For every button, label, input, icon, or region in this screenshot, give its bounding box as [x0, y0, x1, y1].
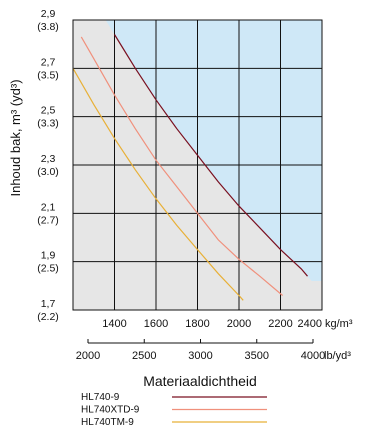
- y-tick-label-secondary: (3.0): [37, 166, 59, 178]
- x2-tick-label: 2000: [76, 350, 100, 362]
- y-tick-label-secondary: (3.5): [37, 69, 59, 81]
- legend-label: HL740TM-9: [81, 417, 134, 428]
- x-axis-label: Materiaaldichtheid: [143, 373, 257, 389]
- region-blue: [105, 20, 322, 281]
- y-tick-label: 1,7: [41, 298, 56, 310]
- x2-axis-unit: lb/yd³: [324, 350, 351, 362]
- x-axis-unit: kg/m³: [325, 318, 353, 330]
- y-tick-label-secondary: (2.2): [37, 311, 59, 323]
- series-line-hl740-9: [113, 34, 308, 277]
- y-tick-label: 2,9: [41, 8, 56, 20]
- series-lines: [72, 34, 308, 301]
- x2-tick-label: 4000: [301, 350, 325, 362]
- y-tick-label: 2,1: [41, 201, 56, 213]
- x-tick-label: 2200: [268, 318, 292, 330]
- series-line-hl740tm-9: [72, 68, 244, 301]
- x-tick-label: 1400: [102, 318, 126, 330]
- legend-label: HL740-9: [81, 392, 120, 403]
- x-tick-label: 2400: [298, 318, 322, 330]
- y-tick-label: 1,9: [41, 250, 56, 262]
- plot-frame: [72, 19, 323, 311]
- x-tick-label: 1800: [185, 318, 209, 330]
- x-tick-label: 2000: [227, 318, 251, 330]
- y-axis-label: Inhoud bak, m³ (yd³): [8, 79, 23, 196]
- x2-tick-label: 3500: [245, 350, 269, 362]
- y-tick-label-secondary: (2.7): [37, 214, 59, 226]
- x2-tick-label: 2500: [132, 350, 156, 362]
- y-tick-label-secondary: (2.5): [37, 263, 59, 275]
- x2-tick-label: 3000: [188, 350, 212, 362]
- y-axis-tick-labels: 2,9(3.8) 2,7(3.5) 2,5(3.3) 2,3(3.0) 2,1(2.7)…: [37, 8, 59, 323]
- series-line-hl740xtd-9: [80, 36, 283, 296]
- y-tick-label: 2,3: [41, 153, 56, 165]
- legend-label: HL740XTD-9: [81, 405, 140, 416]
- y-tick-label: 2,7: [41, 56, 56, 68]
- plot-border: [72, 19, 323, 311]
- x-axis-primary: 1400 1600 1800 2000 2200 2400 kg/m³: [102, 318, 353, 330]
- y-tick-label-secondary: (3.3): [37, 118, 59, 130]
- x-tick-label: 1600: [144, 318, 168, 330]
- y-tick-label: 2,5: [41, 105, 56, 117]
- y-tick-label-secondary: (3.8): [37, 21, 59, 33]
